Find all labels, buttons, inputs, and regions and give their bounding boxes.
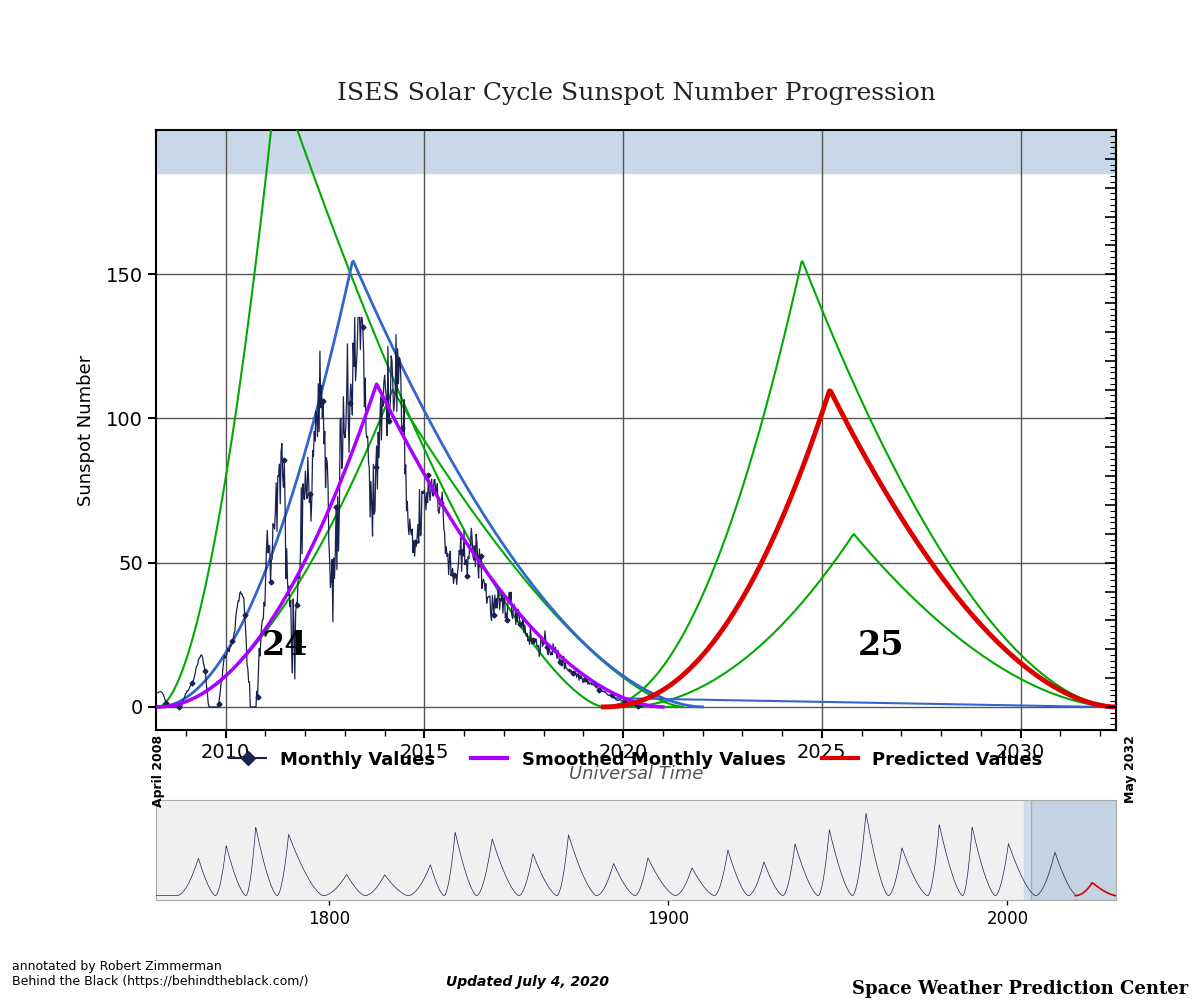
- Text: 25: 25: [858, 629, 905, 662]
- Text: Updated July 4, 2020: Updated July 4, 2020: [446, 975, 610, 989]
- Text: Space Weather Prediction Center: Space Weather Prediction Center: [852, 980, 1188, 998]
- Y-axis label: Sunspot Number: Sunspot Number: [77, 354, 95, 506]
- Text: April 2008: April 2008: [152, 735, 164, 807]
- Text: ISES Solar Cycle Sunspot Number Progression: ISES Solar Cycle Sunspot Number Progress…: [336, 82, 936, 105]
- Bar: [1031, 800, 1120, 900]
- Text: annotated by Robert Zimmerman
Behind the Black (https://behindtheblack.com/): annotated by Robert Zimmerman Behind the…: [12, 960, 308, 988]
- Text: May 2032: May 2032: [1124, 735, 1136, 803]
- Legend: Monthly Values, Smoothed Monthly Values, Predicted Values: Monthly Values, Smoothed Monthly Values,…: [222, 744, 1050, 776]
- Bar: [156, 130, 1116, 173]
- Text: Universal Time: Universal Time: [569, 765, 703, 783]
- Text: 24: 24: [262, 629, 308, 662]
- Bar: [1025, 800, 1116, 900]
